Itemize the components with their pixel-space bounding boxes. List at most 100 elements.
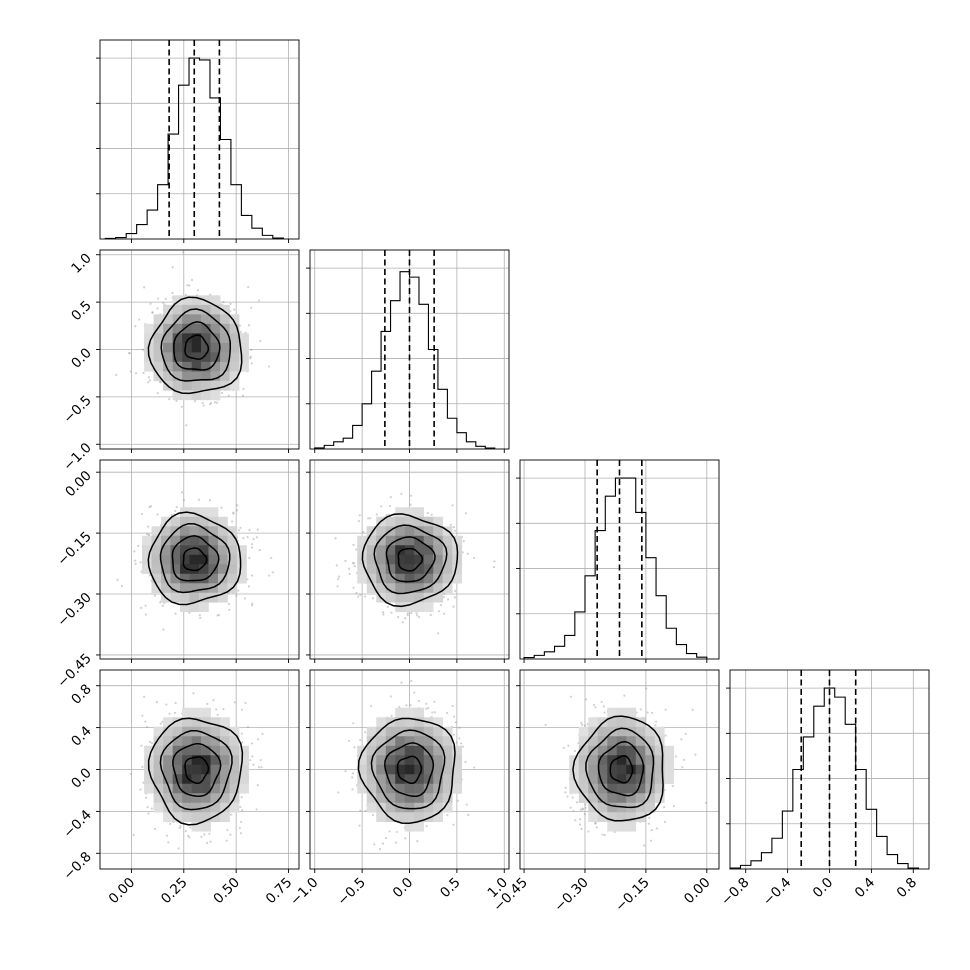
scatter-point xyxy=(212,699,215,702)
scatter-point xyxy=(358,824,361,827)
scatter-point xyxy=(237,529,241,532)
scatter-point xyxy=(201,401,204,405)
density-cell xyxy=(442,802,453,813)
density-cell xyxy=(199,583,209,594)
scatter-point xyxy=(337,791,340,794)
scatter-point xyxy=(439,604,442,607)
scatter-point xyxy=(139,561,142,564)
density-cell xyxy=(433,774,444,785)
scatter-point xyxy=(170,514,173,517)
scatter-point xyxy=(603,833,606,837)
density-cell xyxy=(452,573,463,584)
scatter-point xyxy=(147,533,150,536)
density-cell xyxy=(366,554,377,565)
density-cell xyxy=(404,793,415,804)
scatter-point xyxy=(213,401,217,404)
density-cell xyxy=(404,821,415,832)
density-cell xyxy=(385,736,396,747)
density-cell xyxy=(151,573,162,584)
density-cell xyxy=(229,755,240,766)
density-cell xyxy=(239,352,249,363)
density-cell xyxy=(239,783,249,794)
density-cell xyxy=(442,764,453,775)
density-cell xyxy=(423,583,434,594)
density-cell xyxy=(414,783,425,794)
density-cell xyxy=(172,380,183,391)
density-cell xyxy=(191,745,202,756)
scatter-point xyxy=(388,504,392,508)
scatter-point xyxy=(417,699,421,703)
density-panel-0-1 xyxy=(96,249,300,453)
density-cell xyxy=(191,755,202,766)
density-cell xyxy=(227,573,238,584)
scatter-point xyxy=(232,512,235,515)
scatter-point xyxy=(141,348,145,351)
scatter-point xyxy=(583,724,587,727)
density-cell xyxy=(182,793,192,804)
scatter-point xyxy=(410,494,413,497)
density-cell xyxy=(442,755,453,766)
scatter-point xyxy=(232,511,235,514)
scatter-point xyxy=(165,703,168,706)
density-cell xyxy=(385,516,396,527)
scatter-point xyxy=(562,746,565,750)
density-cell xyxy=(645,774,656,785)
x-tick-label: −0.30 xyxy=(551,875,592,916)
density-cell xyxy=(635,764,646,775)
density-cell xyxy=(366,526,377,537)
scatter-point xyxy=(655,827,659,830)
scatter-point xyxy=(694,753,697,756)
histogram-panel-1 xyxy=(306,249,510,453)
scatter-point xyxy=(581,807,584,810)
x-tick-label: 0.0 xyxy=(810,875,837,902)
density-cell xyxy=(220,314,230,325)
scatter-point xyxy=(572,809,575,813)
density-cell xyxy=(404,726,415,737)
contour-line-2 xyxy=(585,727,655,809)
scatter-point xyxy=(225,839,228,842)
density-cell xyxy=(578,736,589,747)
scatter-point xyxy=(358,514,361,517)
scatter-point xyxy=(220,506,223,509)
scatter-point xyxy=(222,301,225,304)
density-cell xyxy=(366,726,377,737)
scatter-point xyxy=(650,711,654,715)
density-cell xyxy=(442,545,453,556)
density-cell xyxy=(404,717,415,728)
density-cell xyxy=(414,793,425,804)
density-cell xyxy=(376,745,387,756)
scatter-point xyxy=(671,784,674,788)
density-cell xyxy=(201,793,211,804)
scatter-point xyxy=(462,540,465,543)
density-cell xyxy=(229,783,240,794)
scatter-point xyxy=(249,759,252,762)
scatter-point xyxy=(220,391,224,395)
scatter-point xyxy=(451,504,454,507)
scatter-point xyxy=(569,806,572,809)
density-cell xyxy=(191,333,202,344)
scatter-point xyxy=(584,803,587,806)
density-cell xyxy=(210,726,221,737)
scatter-point xyxy=(171,266,174,269)
y-tick-label: −0.45 xyxy=(54,650,95,691)
density-cell xyxy=(404,507,415,518)
density-cell xyxy=(182,304,192,315)
density-cell xyxy=(414,745,425,756)
density-cell xyxy=(220,745,230,756)
scatter-point xyxy=(174,509,177,513)
density-cell xyxy=(227,564,238,575)
density-cell xyxy=(229,333,240,344)
density-cell xyxy=(433,592,444,603)
scatter-point xyxy=(353,746,356,749)
scatter-point xyxy=(241,809,244,812)
scatter-point xyxy=(236,504,239,507)
scatter-point xyxy=(398,705,401,709)
scatter-point xyxy=(216,713,219,716)
scatter-point xyxy=(241,741,244,744)
scatter-point xyxy=(161,720,164,723)
scatter-point xyxy=(208,832,211,835)
density-cell xyxy=(433,726,444,737)
density-cell xyxy=(404,573,415,584)
density-cell xyxy=(433,745,444,756)
scatter-point xyxy=(643,844,646,847)
